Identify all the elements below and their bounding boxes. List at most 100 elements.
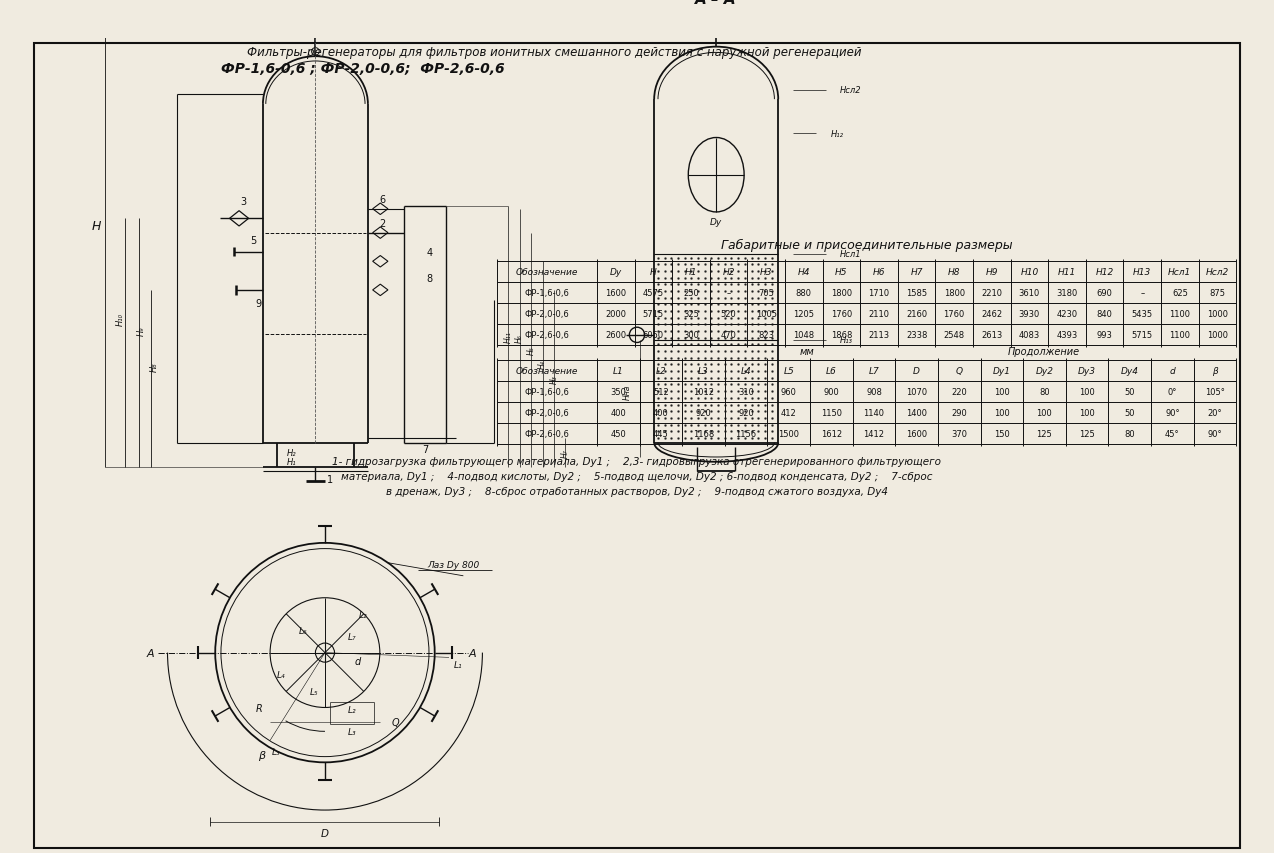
Text: 880: 880	[796, 289, 812, 298]
Text: 290: 290	[952, 408, 967, 417]
Text: Нсл2: Нсл2	[1205, 268, 1229, 277]
Text: ФР-1,6-0,6: ФР-1,6-0,6	[525, 387, 569, 396]
Text: 1140: 1140	[864, 408, 884, 417]
Text: H: H	[92, 220, 101, 233]
Text: H6: H6	[873, 268, 885, 277]
Text: 1412: 1412	[864, 429, 884, 438]
Text: Продолжение: Продолжение	[1008, 346, 1080, 357]
Text: 1- гидрозагрузка фильтрующего материала, Dy1 ;    2,3- гидровыгрузка отрегенерир: 1- гидрозагрузка фильтрующего материала,…	[333, 456, 941, 467]
Text: L2: L2	[656, 366, 666, 375]
Text: 2462: 2462	[981, 310, 1003, 319]
Text: 625: 625	[1172, 289, 1187, 298]
Text: 400: 400	[654, 408, 669, 417]
Text: Q: Q	[956, 366, 963, 375]
Text: L₃: L₃	[271, 747, 280, 756]
Text: 690: 690	[1097, 289, 1112, 298]
Text: мм: мм	[800, 346, 814, 357]
Text: 80: 80	[1125, 429, 1135, 438]
Text: H11: H11	[1057, 268, 1077, 277]
Text: H4: H4	[798, 268, 810, 277]
Text: β: β	[259, 750, 265, 760]
Text: H₅: H₅	[526, 345, 535, 355]
Text: 100: 100	[994, 387, 1010, 396]
Text: 1168: 1168	[693, 429, 715, 438]
Text: 1400: 1400	[906, 408, 927, 417]
Text: 2600: 2600	[605, 331, 627, 340]
Text: 2: 2	[380, 219, 385, 229]
Text: 960: 960	[781, 387, 796, 396]
Text: 908: 908	[866, 387, 882, 396]
Text: Dy2: Dy2	[1036, 366, 1054, 375]
Text: H₁₀: H₁₀	[115, 313, 125, 326]
Text: Dy: Dy	[710, 218, 722, 227]
Text: A: A	[469, 647, 476, 658]
Text: ФР-2,6-0,6: ФР-2,6-0,6	[525, 331, 569, 340]
Text: L6: L6	[826, 366, 837, 375]
Text: 3610: 3610	[1019, 289, 1040, 298]
Text: 90°: 90°	[1208, 429, 1222, 438]
Text: 6: 6	[380, 195, 385, 205]
Text: L₂: L₂	[359, 610, 368, 619]
Text: H₈: H₈	[149, 363, 159, 372]
Text: Нсл1: Нсл1	[1168, 268, 1191, 277]
Text: R: R	[255, 704, 262, 713]
Text: 5715: 5715	[643, 310, 664, 319]
Text: H12: H12	[1096, 268, 1113, 277]
Text: D: D	[321, 828, 329, 838]
Text: 470: 470	[721, 331, 736, 340]
Text: 8: 8	[427, 274, 433, 284]
Text: 1100: 1100	[1170, 310, 1190, 319]
Text: L₆: L₆	[298, 626, 307, 635]
Text: H₂: H₂	[287, 448, 297, 457]
Text: 1070: 1070	[906, 387, 927, 396]
Text: H7: H7	[911, 268, 922, 277]
Text: β: β	[1212, 366, 1218, 375]
Text: А – А: А – А	[696, 0, 738, 8]
Text: H13: H13	[1133, 268, 1152, 277]
Text: 1868: 1868	[831, 331, 852, 340]
Text: H₁: H₁	[287, 458, 297, 467]
Text: материала, Dy1 ;    4-подвод кислоты, Dy2 ;    5-подвод щелочи, Dy2 ; 6-подвод к: материала, Dy1 ; 4-подвод кислоты, Dy2 ;…	[341, 472, 933, 481]
Text: H₁₃: H₁₃	[841, 336, 854, 345]
Text: Обозначение: Обозначение	[516, 268, 578, 277]
Text: 2000: 2000	[605, 310, 627, 319]
Text: 1205: 1205	[794, 310, 814, 319]
Text: Нна: Нна	[623, 384, 632, 399]
Text: L₃: L₃	[348, 728, 357, 736]
Text: H₄: H₄	[538, 360, 547, 368]
Text: 512: 512	[654, 387, 669, 396]
Text: H₆: H₆	[515, 334, 524, 343]
Text: 1156: 1156	[735, 429, 757, 438]
Text: 50: 50	[1125, 408, 1135, 417]
Text: 100: 100	[1037, 408, 1052, 417]
Text: 1012: 1012	[693, 387, 713, 396]
Text: H₇: H₇	[561, 449, 569, 457]
Text: ФР-1,6-0,6 ; ФР-2,0-0,6;  ФР-2,6-0,6: ФР-1,6-0,6 ; ФР-2,0-0,6; ФР-2,6-0,6	[222, 61, 505, 76]
Text: 900: 900	[823, 387, 840, 396]
Text: 3: 3	[241, 197, 247, 207]
Text: 80: 80	[1040, 387, 1050, 396]
Text: 875: 875	[1209, 289, 1226, 298]
Text: 125: 125	[1037, 429, 1052, 438]
Text: 2110: 2110	[869, 310, 889, 319]
Text: 520: 520	[721, 310, 736, 319]
Text: 45°: 45°	[1164, 429, 1180, 438]
Text: Dy: Dy	[609, 268, 622, 277]
Text: 412: 412	[781, 408, 796, 417]
Text: ФР-1,6-0,6: ФР-1,6-0,6	[525, 289, 569, 298]
Text: 250: 250	[683, 289, 699, 298]
Text: 920: 920	[696, 408, 711, 417]
Text: 840: 840	[1097, 310, 1112, 319]
Text: 125: 125	[1079, 429, 1094, 438]
Text: 100: 100	[994, 408, 1010, 417]
Text: 220: 220	[952, 387, 967, 396]
Text: H₁₂: H₁₂	[831, 130, 843, 139]
Text: Dy4: Dy4	[1121, 366, 1139, 375]
Text: d: d	[1170, 366, 1175, 375]
Text: 1760: 1760	[944, 310, 964, 319]
Text: H₁₁: H₁₁	[503, 331, 512, 343]
Text: H₉: H₉	[138, 327, 147, 336]
Text: 90°: 90°	[1164, 408, 1180, 417]
Text: в дренаж, Dy3 ;    8-сброс отработанных растворов, Dy2 ;    9-подвод сжатого воз: в дренаж, Dy3 ; 8-сброс отработанных рас…	[386, 487, 888, 496]
Text: 7: 7	[422, 444, 428, 455]
